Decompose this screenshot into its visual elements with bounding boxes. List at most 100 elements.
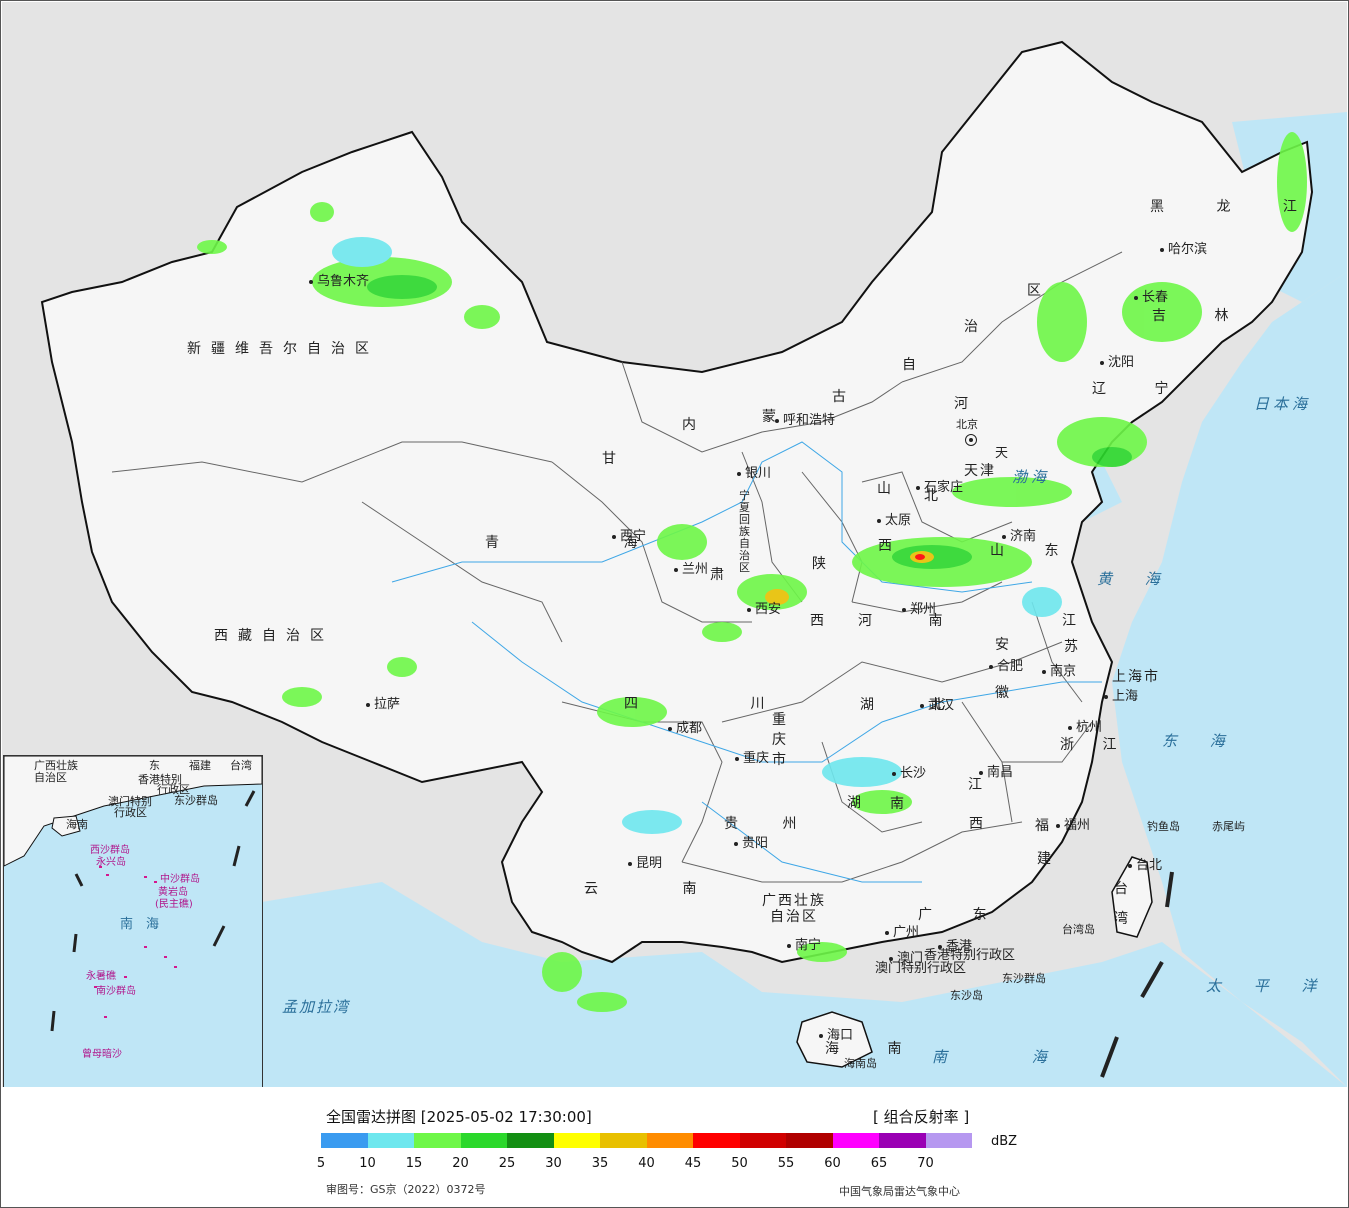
city-taibei: 台北	[1128, 854, 1162, 873]
inset-xianggang-2: 行政区	[157, 783, 190, 796]
province-henan: 河 南	[858, 613, 969, 629]
province-jiangsu-1: 江	[1062, 613, 1086, 629]
province-neimenggu-1: 内	[682, 417, 706, 433]
province-guangxi-2: 自治区	[770, 909, 818, 925]
island-dongshadao: 东沙岛	[950, 989, 983, 1002]
sea-mengjiala: 孟加拉湾	[282, 998, 351, 1016]
legend-swatch-10	[786, 1133, 833, 1148]
province-anhui-1: 安	[995, 637, 1019, 653]
inset-aomen: 澳门特别	[108, 795, 152, 808]
legend-unit: dBZ	[991, 1134, 1018, 1149]
province-hebei-1: 河	[954, 396, 978, 412]
legend-swatch-9	[739, 1133, 786, 1148]
south-sea	[262, 882, 1347, 1087]
province-tianjin-abbr: 天	[995, 446, 1009, 461]
inset-fujian: 福建	[189, 759, 211, 772]
map-approval-number: 审图号：GS京（2022）0372号	[326, 1183, 486, 1196]
legend-swatch-2	[414, 1133, 461, 1148]
province-xizang: 西藏自治区	[214, 628, 334, 644]
inset-nansha: 南沙群岛	[96, 986, 136, 997]
legend-swatch-5	[553, 1133, 600, 1148]
inset-nanhai: 南 海	[120, 917, 160, 932]
province-zhejiang: 浙 江	[1060, 737, 1129, 753]
province-shanghai: 上海市	[1112, 669, 1160, 685]
island-hainandao: 海南岛	[844, 1057, 877, 1070]
province-shanxi-1: 山	[877, 481, 901, 497]
province-anhui-2: 徽	[995, 685, 1019, 701]
inset-dongsha: 东沙群岛	[174, 794, 218, 807]
province-chongqing: 重庆市	[772, 712, 786, 768]
province-hainan: 海 南	[825, 1041, 924, 1057]
city-lanzhou: 兰州	[674, 558, 708, 577]
city-shanghai: 上海	[1104, 685, 1138, 704]
legend-swatch-6	[600, 1133, 647, 1148]
legend-tick-25: 25	[498, 1156, 516, 1171]
city-guiyang: 贵阳	[734, 832, 768, 851]
legend-tick-10: 10	[359, 1156, 376, 1171]
province-yunnan: 云 南	[584, 881, 737, 897]
inset-yongxing: 永兴岛	[96, 857, 126, 868]
city-zhengzhou: 郑州	[902, 598, 936, 617]
inset-aomen-2: 行政区	[114, 806, 147, 819]
city-hefei: 合肥	[989, 655, 1023, 674]
province-hunan-1: 湖	[847, 795, 871, 811]
province-ningxia: 宁夏回族自治区	[739, 489, 750, 574]
legend-colorbar	[321, 1133, 972, 1148]
province-tianjin: 天津	[964, 463, 996, 479]
sea-huanghai: 黄 海	[1097, 570, 1174, 588]
city-shijiazhuang: 石家庄	[916, 476, 963, 495]
city-guangzhou: 广州	[885, 921, 919, 940]
legend-swatch-11	[832, 1133, 879, 1148]
city-nanjing: 南京	[1042, 660, 1076, 679]
inset-minzhu: (民主礁)	[155, 899, 193, 910]
province-jiangsu-2: 苏	[1064, 639, 1088, 655]
legend-swatch-3	[460, 1133, 507, 1148]
province-shaanxi-2: 西	[810, 613, 834, 629]
city-fuzhou: 福州	[1056, 814, 1090, 833]
beijing-capital-icon	[965, 434, 977, 446]
city-nanning: 南宁	[787, 934, 821, 953]
city-nanchang: 南昌	[979, 761, 1013, 780]
inset-taiwan: 台湾	[230, 759, 252, 772]
city-chengdu: 成都	[668, 717, 702, 736]
legend-tick-30: 30	[545, 1156, 562, 1171]
legend-tick-40: 40	[638, 1156, 655, 1171]
city-aomen: 澳门	[889, 947, 923, 966]
sea-taipingyang: 太 平 洋	[1206, 977, 1331, 995]
province-neimenggu-3: 古	[832, 389, 856, 405]
province-jiangxi-1: 江	[968, 777, 992, 793]
inset-xisha: 西沙群岛	[90, 845, 130, 856]
province-shaanxi-1: 陕	[812, 556, 836, 572]
province-neimenggu-4: 自	[902, 357, 926, 373]
city-wulumuqi: 乌鲁木齐	[309, 270, 369, 289]
china-radar-map: 新疆维吾尔自治区 西藏自治区 青 海 甘 肃 内 蒙 古 自 治 区 黑 龙 江…	[2, 2, 1347, 1087]
city-lasa: 拉萨	[366, 693, 400, 712]
province-liaoning: 辽 宁	[1092, 381, 1191, 397]
province-neimenggu-2: 蒙	[762, 409, 786, 425]
city-hangzhou: 杭州	[1068, 716, 1102, 735]
province-guizhou: 贵 州	[724, 816, 817, 832]
province-hunan-2: 南	[890, 796, 914, 812]
sea-nanhai: 南 海	[932, 1048, 1087, 1066]
legend-swatch-8	[693, 1133, 740, 1148]
city-huhehaote: 呼和浩特	[775, 409, 835, 428]
legend-swatch-12	[879, 1133, 926, 1148]
province-sichuan: 四 川	[624, 696, 819, 712]
city-yinchuan: 银川	[737, 462, 771, 481]
province-jilin: 吉 林	[1152, 308, 1251, 324]
city-haikou: 海口	[819, 1024, 853, 1043]
sea-riben: 日本海	[1254, 395, 1312, 413]
inset-guangxi-2: 自治区	[34, 771, 67, 784]
province-gansu-1: 甘	[602, 451, 626, 467]
legend-panel: 全国雷达拼图 [2025-05-02 17:30:00] [ 组合反射率 ] d…	[1, 1089, 1348, 1207]
inset-zengmu: 曾母暗沙	[82, 1049, 122, 1060]
legend-tick-70: 70	[917, 1156, 934, 1171]
south-china-sea-inset: 广西壮族 自治区 东 福建 台湾 香港特别 行政区 澳门特别 行政区 东沙群岛 …	[3, 755, 263, 1087]
province-qinghai: 青 海	[485, 535, 698, 551]
inset-zhongsha: 中沙群岛	[160, 874, 200, 885]
legend-tick-35: 35	[591, 1156, 609, 1171]
legend-tick-15: 15	[405, 1156, 423, 1171]
legend-tick-50: 50	[731, 1156, 748, 1171]
legend-swatch-1	[367, 1133, 414, 1148]
